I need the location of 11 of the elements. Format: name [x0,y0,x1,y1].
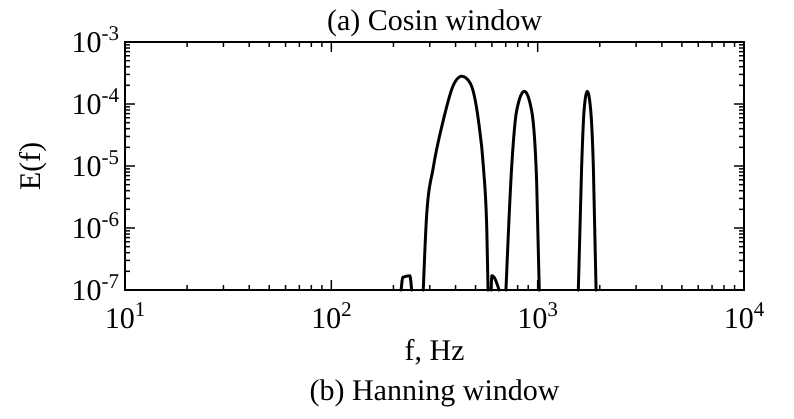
y-tick-label: 10$^{-6}$ [72,207,119,245]
text: (b) Hanning window [310,374,560,407]
x-axis-title: f, Hz [404,334,464,367]
x-tick-label: 10$^{2}$ [311,297,352,335]
x-tick-label: 10$^{3}$ [517,297,558,335]
y-axis-title: E(f) [14,142,47,190]
chart-title: (a) Cosin window [327,4,542,37]
y-tick-label: 10$^{-5}$ [72,145,119,183]
y-tick-label: 10$^{-4}$ [72,83,120,121]
x-tick-label: 10$^{4}$ [724,297,765,335]
y-tick-label: 10$^{-3}$ [72,21,119,59]
